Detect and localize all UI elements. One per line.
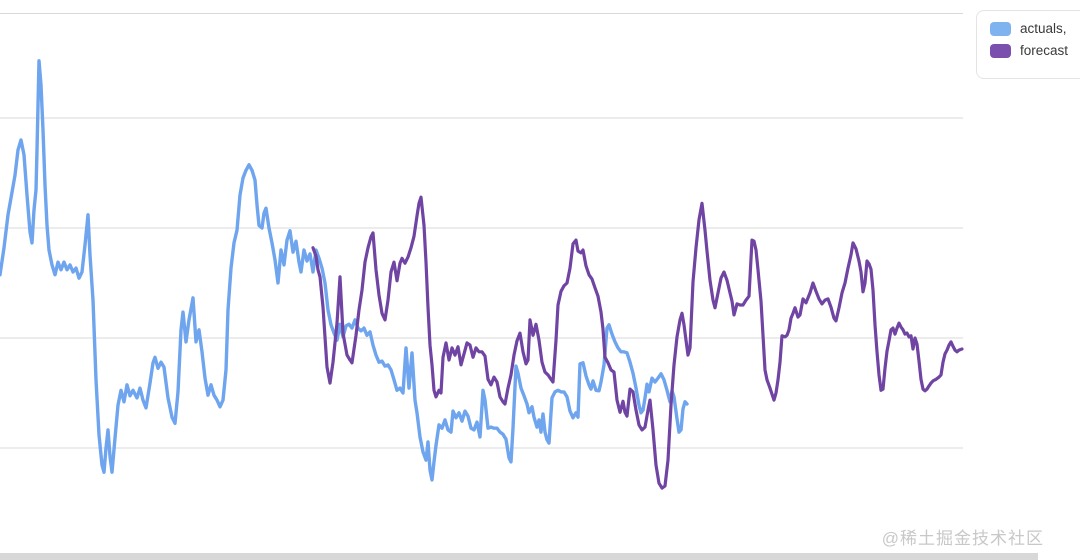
actuals-line [0,59,689,482]
watermark-text: @稀土掘金技术社区 [881,529,1044,548]
legend-label-forecast: forecast [1020,43,1069,58]
legend-swatch-actuals-icon [990,21,1011,36]
legend-item-forecast[interactable]: forecast [990,43,1080,58]
legend-item-actuals[interactable]: actuals, [990,21,1080,36]
forecast-line [311,195,964,490]
x-axis-scrollbar[interactable] [0,553,1038,560]
chart-legend: actuals, forecast [976,10,1080,79]
legend-label-actuals: actuals, [1020,21,1067,36]
legend-swatch-forecast-icon [990,43,1011,58]
